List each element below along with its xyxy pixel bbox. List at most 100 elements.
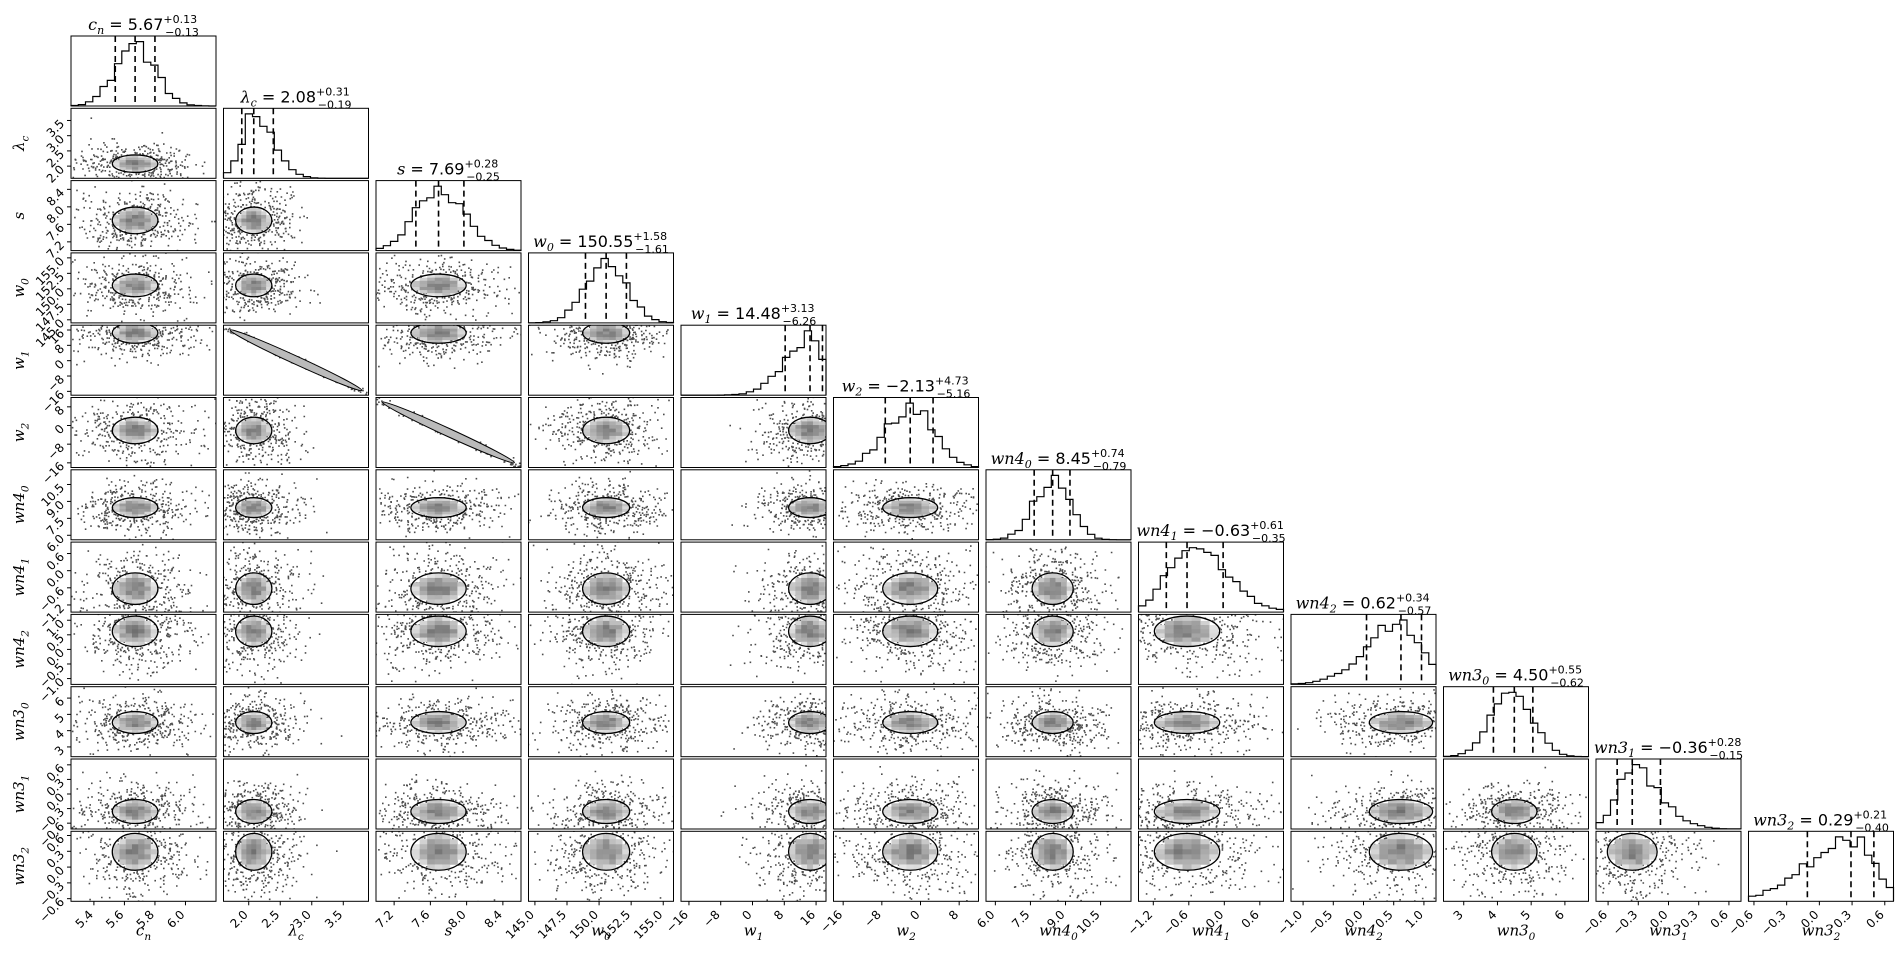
- histogram-3: [527, 257, 675, 324]
- panel-10-5: [833, 758, 979, 830]
- contour-8-1: [234, 615, 273, 648]
- frame-7-6: [985, 541, 1132, 613]
- contour-9-1: [234, 710, 273, 735]
- contour-11-1: [234, 832, 273, 871]
- contour-10-6: [1031, 798, 1074, 825]
- scatter-8-7: [1138, 614, 1284, 679]
- contour-7-3: [581, 572, 631, 606]
- contour-8-3: [581, 615, 631, 648]
- panel-11-2: 7.2 7.6 8.0 8.4s: [373, 830, 522, 939]
- frame-8-4: [680, 613, 827, 685]
- xlabel-7: wn41: [1192, 921, 1231, 943]
- frame-11-1: [223, 830, 369, 902]
- histogram-1: [222, 113, 369, 179]
- contour-9-7: [1153, 710, 1221, 735]
- contour-6-4: [787, 497, 826, 519]
- frame-8-8: [1290, 613, 1437, 685]
- xtick-0-1: 5.6: [103, 908, 126, 931]
- panel-5-4: [680, 397, 827, 468]
- frame-11-6: [985, 830, 1132, 902]
- contour-5-3: [581, 416, 631, 445]
- xlabel-3: w0: [591, 921, 611, 943]
- histogram-7: [1137, 547, 1285, 613]
- frame-10-6: [985, 758, 1132, 830]
- histogram-5: [832, 402, 980, 468]
- contour-2-0: [111, 206, 159, 235]
- contour-10-7: [1153, 798, 1221, 825]
- panel-8-3: [528, 613, 674, 685]
- ytick-9-0: 3: [52, 743, 67, 758]
- ytick-5-3: 8: [52, 403, 67, 418]
- frame-5-0: [70, 397, 217, 468]
- frame-8-5: [833, 613, 979, 685]
- ylabel-2: s: [10, 211, 28, 219]
- panel-7-7: wn41 = −0.63+0.61 −0.35: [1136, 519, 1286, 613]
- contour-10-3: [581, 798, 631, 825]
- panel-6-6: wn40 = 8.45+0.74 −0.79: [985, 447, 1132, 541]
- contour-6-0: [111, 497, 159, 519]
- ytick-9-3: 6: [52, 694, 67, 709]
- xtick-5-3: 8: [946, 908, 961, 923]
- frame-3-3: [528, 252, 674, 324]
- xtick-9-0: 3: [1451, 908, 1466, 923]
- frame-4-4: [680, 324, 827, 396]
- xtick-11-4: 0.6: [1863, 908, 1886, 931]
- contour-11-7: [1153, 832, 1221, 871]
- contour-11-5: [882, 832, 939, 871]
- panel-9-2: [375, 686, 522, 758]
- ytick-10-4: 0.6: [44, 761, 67, 784]
- panel-5-2: [375, 397, 522, 468]
- frame-11-7: [1138, 830, 1284, 902]
- title-7: wn41 = −0.63+0.61 −0.35: [1136, 519, 1285, 545]
- contour-5-2: [382, 401, 515, 464]
- scatter-9-6: [986, 687, 1131, 757]
- ytick-2-3: 8.4: [44, 186, 67, 209]
- panel-5-1: [223, 397, 369, 468]
- contour-7-2: [410, 572, 467, 606]
- panel-7-5: [833, 541, 979, 613]
- xtick-2-0: 7.2: [373, 908, 396, 931]
- panel-9-3: [528, 686, 674, 758]
- frame-9-4: [680, 686, 827, 758]
- title-0: cn = 5.67+0.13 −0.13: [88, 13, 199, 39]
- panel-6-5: [833, 469, 979, 541]
- histogram-6: [985, 474, 1131, 541]
- contour-11-9: [1490, 832, 1538, 871]
- panel-9-6: [985, 686, 1132, 758]
- contour-1-0: [111, 154, 159, 174]
- frame-6-0: [70, 469, 217, 541]
- frame-10-3: [528, 758, 674, 830]
- frame-11-11: [1748, 830, 1894, 902]
- title-10: wn31 = −0.36+0.28 −0.15: [1594, 736, 1743, 762]
- xtick-3-4: 155.0: [631, 908, 665, 942]
- frame-5-3: [528, 397, 674, 468]
- contour-11-8: [1368, 832, 1434, 871]
- contour-6-2: [410, 497, 467, 519]
- contour-10-9: [1490, 798, 1538, 825]
- frame-11-4: [680, 830, 827, 902]
- ylabel-10: wn31: [10, 775, 32, 814]
- contour-6-1: [234, 497, 273, 519]
- scatter-11-1: [223, 831, 338, 901]
- frame-7-7: [1138, 541, 1284, 613]
- panel-6-3: [528, 469, 674, 541]
- contour-10-0: [111, 798, 159, 825]
- xlabel-4: w1: [744, 921, 764, 943]
- xtick-5-2: 0: [907, 908, 922, 923]
- frame-3-1: [223, 252, 369, 324]
- frame-9-5: [833, 686, 979, 758]
- contour-9-2: [410, 710, 467, 735]
- panel-10-1: [223, 758, 369, 830]
- contour-8-2: [410, 615, 467, 648]
- contour-7-5: [882, 572, 939, 606]
- panel-8-1: [223, 613, 369, 685]
- xtick-6-0: 6.0: [974, 908, 997, 931]
- frame-7-0: [70, 541, 217, 613]
- contour-9-0: [111, 710, 159, 735]
- ytick-4-2: 0: [52, 357, 67, 372]
- xlabel-1: λc: [287, 921, 304, 943]
- contour-3-1: [234, 273, 273, 298]
- panel-9-9: wn30 = 4.50+0.55 −0.62: [1442, 664, 1590, 758]
